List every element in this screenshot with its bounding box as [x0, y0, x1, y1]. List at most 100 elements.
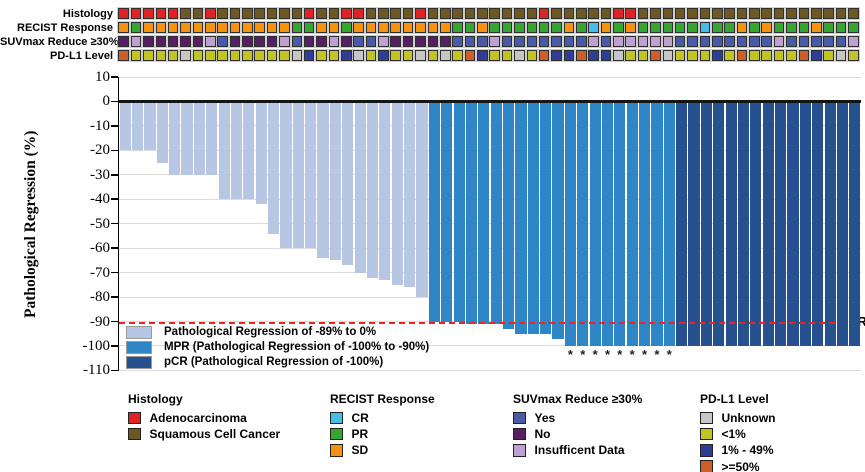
suvmax-cell — [588, 36, 599, 47]
legend-swatch — [330, 444, 343, 457]
recist-cell — [167, 22, 179, 33]
suvmax-cell — [662, 36, 674, 47]
suvmax-cell — [192, 36, 204, 47]
legend-item-label: CR — [351, 411, 369, 425]
pdl1-cell — [736, 50, 748, 61]
bar — [268, 101, 280, 234]
suvmax-cell — [390, 36, 402, 47]
histology-cell — [439, 8, 451, 19]
bar — [564, 101, 576, 346]
suvmax-cell — [699, 36, 711, 47]
pdl1-cell — [365, 50, 377, 61]
suvmax-cell — [204, 36, 216, 47]
y-tick-label: -90 — [90, 313, 110, 330]
recist-cell — [303, 22, 315, 33]
histology-cell — [637, 8, 649, 19]
y-tick-label: -80 — [90, 289, 110, 306]
pdl1-cell — [204, 50, 216, 61]
suvmax-cell — [736, 36, 748, 47]
pdl1-cell — [699, 50, 711, 61]
suvmax-cell — [786, 36, 797, 47]
gridline — [119, 76, 861, 78]
suvmax-cell — [526, 36, 538, 47]
asterisk: * — [592, 347, 598, 362]
suvmax-cell — [452, 36, 463, 47]
bar — [849, 101, 861, 346]
plot-legend-item-pcr: pCR (Pathological Regression of -100%) — [126, 355, 383, 369]
annotation-track-pdl1 — [118, 50, 860, 61]
bar — [243, 101, 255, 200]
y-tick-label: -20 — [90, 142, 110, 159]
suvmax-cell — [303, 36, 315, 47]
pdl1-cell — [662, 50, 674, 61]
recist-cell — [378, 22, 389, 33]
recist-cell — [687, 22, 698, 33]
y-tick-label: -70 — [90, 264, 110, 281]
histology-cell — [662, 8, 674, 19]
recist-cell — [798, 22, 810, 33]
suvmax-cell — [761, 36, 773, 47]
recist-cell — [328, 22, 340, 33]
pdl1-cell — [848, 50, 859, 61]
suvmax-cell — [427, 36, 439, 47]
asterisk: * — [604, 347, 610, 362]
pdl1-cell — [402, 50, 414, 61]
y-tick-label: -30 — [90, 166, 110, 183]
recist-cell — [773, 22, 785, 33]
pdl1-cell — [452, 50, 463, 61]
recist-cell — [402, 22, 414, 33]
gridline — [119, 345, 861, 347]
bar — [193, 101, 205, 175]
bar — [502, 101, 515, 329]
histology-cell — [835, 8, 847, 19]
plot-legend-swatch-mpr — [126, 340, 152, 354]
legend-swatch — [330, 427, 343, 441]
gridline — [119, 247, 861, 249]
legend-item: >=50% — [700, 460, 776, 472]
legend-title-pdl1: PD-L1 Level — [700, 392, 769, 406]
suvmax-cell — [180, 36, 191, 47]
recist-cell — [489, 22, 500, 33]
histology-cell — [749, 8, 760, 19]
bottom-legend-histology: Histology Adenocarcinoma Squamous Cell Ca… — [128, 392, 280, 443]
gridline — [119, 272, 861, 274]
bar — [169, 101, 181, 175]
legend-item-label: SD — [351, 443, 369, 458]
bar — [824, 101, 836, 346]
bar — [787, 101, 799, 346]
histology-cell — [526, 8, 538, 19]
recist-cell — [217, 22, 228, 33]
histology-cell — [724, 8, 735, 19]
suvmax-cell — [489, 36, 500, 47]
bar — [230, 101, 243, 200]
suvmax-cell — [724, 36, 735, 47]
pdl1-cell — [266, 50, 278, 61]
recist-cell — [143, 22, 154, 33]
suvmax-cell — [637, 36, 649, 47]
bar — [812, 101, 824, 346]
y-tick-label: -50 — [90, 215, 110, 232]
pdl1-cell — [341, 50, 352, 61]
plot-area: Pathological Regression of -89% to 0% MP… — [118, 76, 861, 371]
suvmax-cell — [439, 36, 451, 47]
recist-cell — [600, 22, 612, 33]
suvmax-cell — [291, 36, 303, 47]
suvmax-cell — [242, 36, 253, 47]
histology-cell — [625, 8, 637, 19]
recist-cell — [341, 22, 352, 33]
pdl1-cell — [563, 50, 575, 61]
y-tick — [111, 222, 118, 225]
pdl1-cell — [192, 50, 204, 61]
bar — [181, 101, 193, 175]
histology-cell — [452, 8, 463, 19]
pdl1-cell — [588, 50, 599, 61]
histology-cell — [600, 8, 612, 19]
suvmax-cell — [613, 36, 624, 47]
gridline — [119, 174, 861, 176]
recist-cell — [427, 22, 439, 33]
pdl1-cell — [810, 50, 822, 61]
pdl1-cell — [155, 50, 167, 61]
legend-item: <1% — [700, 427, 776, 441]
recist-cell — [390, 22, 402, 33]
bar — [490, 101, 502, 324]
